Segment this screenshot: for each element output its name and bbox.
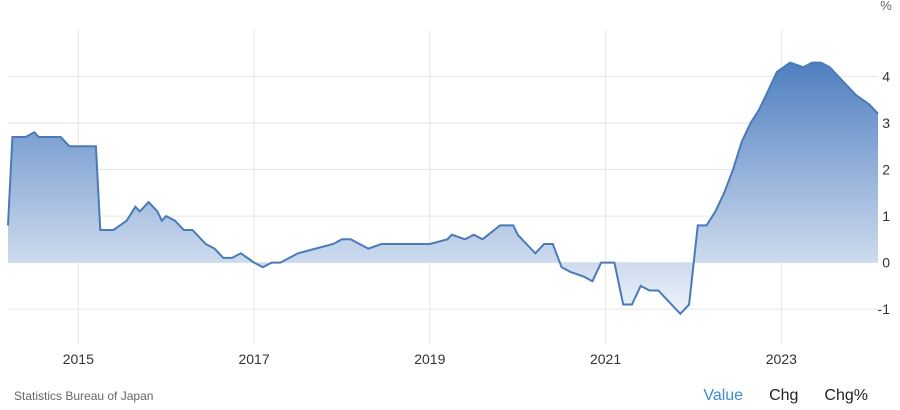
series-line [7,61,879,316]
inflation-chart: -1 0 1 2 3 4 2015 2017 2019 2021 2023 % [7,0,892,367]
y-tick-label: 1 [882,208,890,224]
y-tick-label: 0 [882,255,890,271]
series-area [8,62,878,314]
x-tick-label: 2021 [590,351,621,367]
tab-chg[interactable]: Chg [769,387,799,404]
source-label: Statistics Bureau of Japan [14,389,154,403]
y-tick-label: 4 [882,69,890,85]
y-tick-label: 2 [882,162,890,178]
y-tick-label: -1 [878,301,891,317]
view-tabs: Value Chg Chg% [703,387,868,405]
y-axis-ticks: -1 0 1 2 3 4 [878,69,891,318]
tab-chg-percent[interactable]: Chg% [824,387,868,404]
x-tick-label: 2023 [766,351,797,367]
y-axis-unit: % [880,0,892,13]
x-tick-label: 2015 [63,351,94,367]
tab-value[interactable]: Value [703,387,744,404]
x-tick-label: 2017 [238,351,269,367]
x-axis-ticks: 2015 2017 2019 2021 2023 [63,351,797,367]
x-tick-label: 2019 [414,351,445,367]
y-tick-label: 3 [882,115,890,131]
